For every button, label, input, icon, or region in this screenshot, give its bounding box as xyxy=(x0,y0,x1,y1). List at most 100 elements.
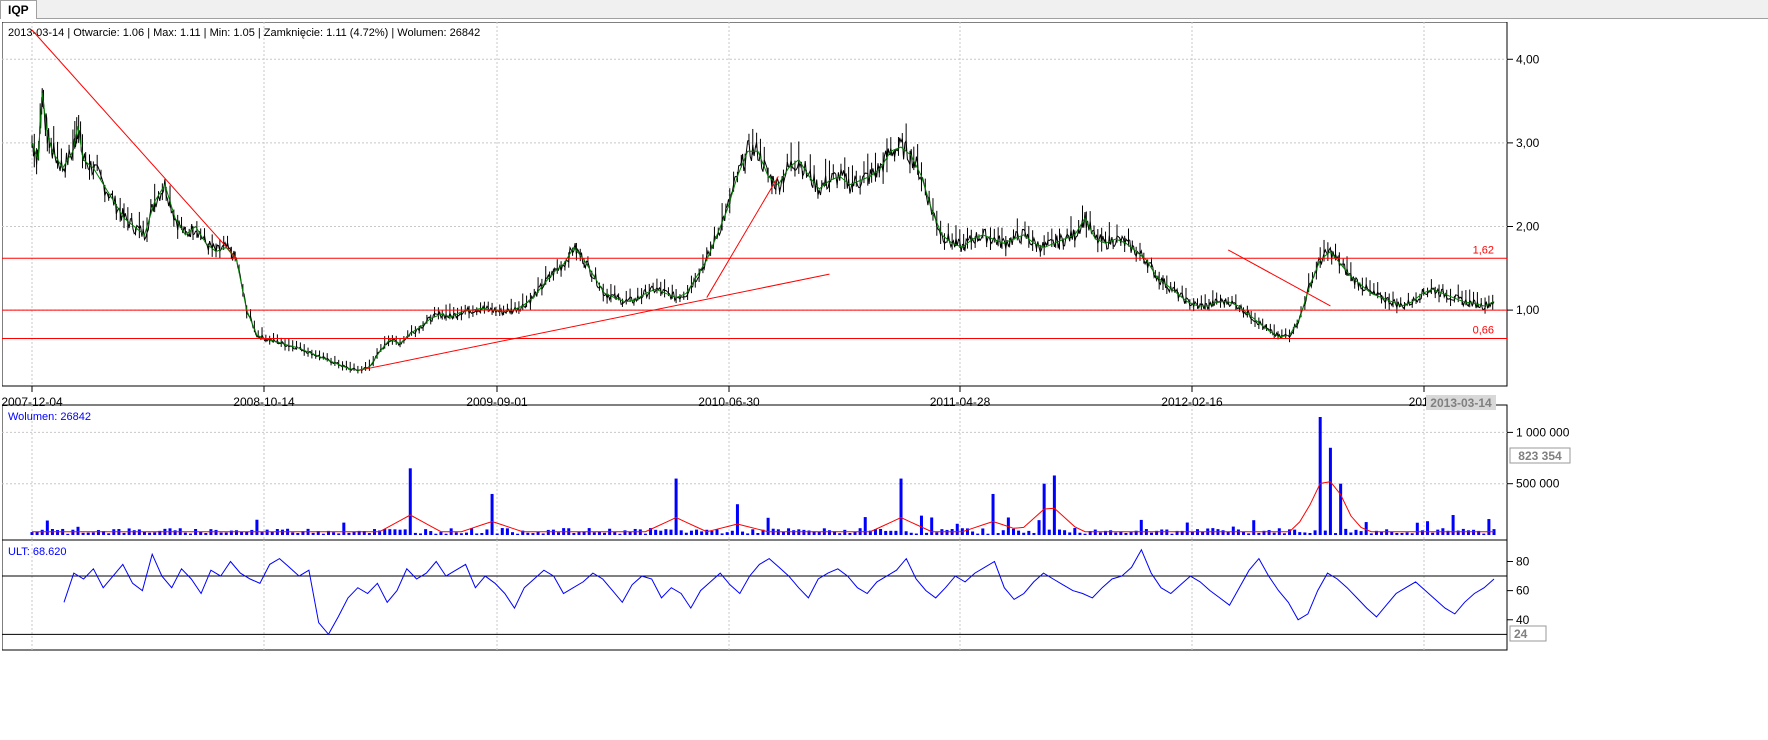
volume-bar xyxy=(153,532,157,535)
trend-line xyxy=(706,176,779,298)
volume-bar xyxy=(1298,532,1302,535)
volume-bar xyxy=(183,532,187,535)
volume-bar xyxy=(1410,533,1414,535)
chart-frame: 1,62 0,66 2007-12-04 2008-10-14 2009-09-01 2… xyxy=(1,21,1766,735)
volume-bar xyxy=(1359,531,1363,535)
volume-bar xyxy=(1334,533,1338,535)
volume-bar xyxy=(868,530,872,535)
volume-bar xyxy=(930,517,934,535)
ult-tick-label: 40 xyxy=(1516,613,1530,627)
y-tick-label: 4,00 xyxy=(1516,52,1540,66)
volume-bar xyxy=(705,529,709,535)
volume-bar xyxy=(511,532,515,535)
volume-bar xyxy=(388,529,392,535)
volume-bar xyxy=(1201,531,1205,535)
volume-bar xyxy=(1160,529,1164,535)
volume-bar xyxy=(1190,531,1194,535)
volume-bar xyxy=(894,530,898,535)
volume-bar xyxy=(148,532,152,535)
volume-bar xyxy=(1129,532,1133,535)
volume-bar xyxy=(234,530,238,535)
volume-bar xyxy=(715,529,719,535)
volume-bar xyxy=(91,532,95,535)
volume-bar xyxy=(40,529,44,535)
volume-tick-label: 1 000 000 xyxy=(1516,425,1570,439)
volume-bar xyxy=(495,533,499,535)
volume-bar xyxy=(643,533,647,535)
volume-bar xyxy=(1482,533,1486,535)
volume-bar xyxy=(863,517,867,535)
volume-bar xyxy=(925,532,929,535)
ult-current-label: 24 xyxy=(1514,627,1528,641)
volume-bar xyxy=(1451,515,1455,535)
volume-bar xyxy=(720,533,724,535)
volume-bar xyxy=(465,532,469,535)
x-tick-label: 2011-04-28 xyxy=(930,395,991,409)
volume-bar xyxy=(1374,530,1378,535)
volume-bar xyxy=(408,468,412,535)
x-tick-label: 2007-12-04 xyxy=(2,395,63,409)
volume-bar xyxy=(838,533,842,535)
volume-bar xyxy=(1114,532,1118,535)
volume-bar xyxy=(383,529,387,535)
volume-bar xyxy=(56,530,60,535)
volume-bar xyxy=(439,532,443,535)
volume-bar xyxy=(1436,529,1440,535)
volume-bar xyxy=(102,531,106,535)
volume-bar xyxy=(1083,533,1087,535)
volume-bar xyxy=(1242,531,1246,535)
volume-bar xyxy=(378,530,382,535)
volume-bar xyxy=(1109,530,1113,535)
volume-bar xyxy=(649,528,653,535)
volume-bar xyxy=(137,529,141,535)
volume-bar xyxy=(265,529,269,535)
volume-bar xyxy=(188,533,192,535)
ult-tick-label: 60 xyxy=(1516,584,1530,598)
volume-bar xyxy=(505,528,509,535)
y-tick-label: 2,00 xyxy=(1516,219,1540,233)
volume-bar xyxy=(735,504,739,535)
volume-bar xyxy=(654,529,658,535)
volume-bar xyxy=(603,532,607,535)
volume-bar xyxy=(1170,533,1174,535)
trend-line xyxy=(31,29,237,259)
volume-bar xyxy=(204,533,208,535)
volume-bar xyxy=(326,530,330,535)
volume-bar xyxy=(976,533,980,535)
volume-bar xyxy=(1313,530,1317,535)
volume-bar xyxy=(30,532,34,535)
volume-bar xyxy=(521,530,525,535)
volume-bar xyxy=(1354,529,1358,535)
volume-bar xyxy=(781,531,785,535)
volume-bar xyxy=(582,531,586,535)
volume-bar xyxy=(546,529,550,535)
volume-bar xyxy=(618,533,622,535)
volume-bar xyxy=(429,531,433,535)
volume-bar xyxy=(971,531,975,535)
volume-bar xyxy=(884,530,888,535)
volume-bar xyxy=(746,533,750,535)
volume-panel xyxy=(1,404,1508,541)
volume-bar xyxy=(347,532,351,535)
ult-current-box xyxy=(1509,625,1547,642)
volume-bar xyxy=(1252,520,1256,535)
tab-iqp[interactable]: IQP xyxy=(0,0,37,19)
volume-bar xyxy=(337,533,341,535)
volume-bar xyxy=(240,531,244,535)
y-tick-label: 1,00 xyxy=(1516,303,1540,317)
volume-bar xyxy=(1078,532,1082,535)
volume-bar xyxy=(843,529,847,535)
volume-bar xyxy=(1063,530,1067,535)
volume-bar xyxy=(1057,529,1061,535)
volume-bar xyxy=(1027,530,1031,535)
volume-bar xyxy=(45,520,49,535)
volume-bar xyxy=(490,493,494,535)
volume-bar xyxy=(362,531,366,535)
volume-bar xyxy=(1456,530,1460,535)
level-label: 1,62 xyxy=(1473,244,1494,256)
volume-bar xyxy=(398,529,402,535)
volume-bar xyxy=(1180,530,1184,535)
volume-bar xyxy=(904,531,908,535)
volume-bar xyxy=(291,532,295,535)
volume-bar xyxy=(500,528,504,535)
